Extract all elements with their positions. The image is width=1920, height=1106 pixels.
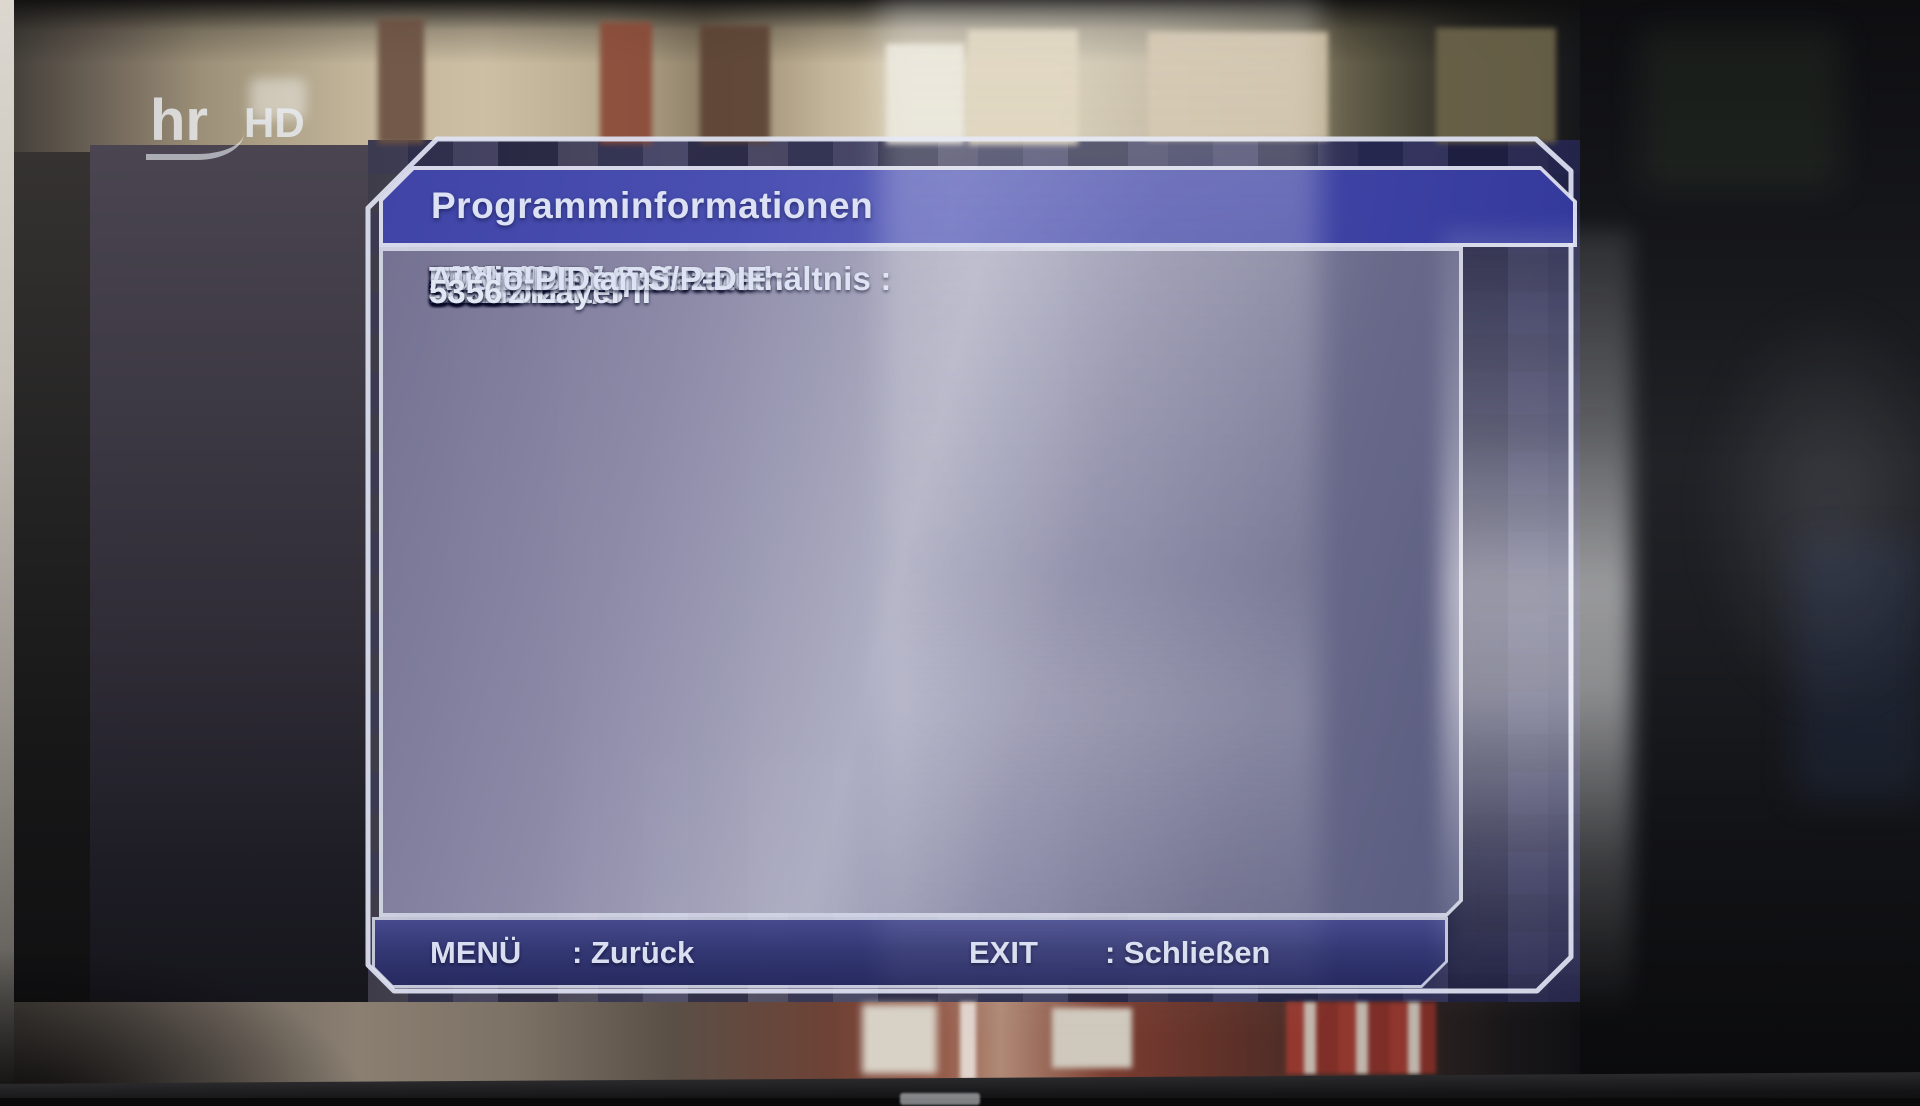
row-value: Stereo [429,273,532,310]
video-macroblock [1436,28,1556,143]
video-macroblock [378,18,424,144]
row-label: Modus : [429,260,557,297]
dialog-title-bar: Programminformationen [379,166,1577,247]
row-value: 10455 kBit/S [429,273,624,310]
footer-hint-menu-action[interactable]: : Zurück [572,934,695,970]
wall-strip [0,0,16,1106]
video-macroblock [960,1002,976,1080]
dialog-body-fill: Video-PID 5351 Bildgröße / Seitenverhält… [383,251,1459,913]
video-macroblock [600,22,652,144]
corner-shadow [0,950,360,1106]
row-value: 5351 [429,273,503,310]
video-macroblock [1052,1008,1132,1068]
row-label: TTX PID [429,260,557,297]
row-label: Gemessene Bit-Rate : [429,260,775,297]
row-label: Max. Bit-Rate : [429,260,662,297]
row-value: MPEG Layer II [429,273,651,310]
video-macroblock [968,30,1078,145]
glare-band-right [1442,230,1632,1020]
row-value: 48kHz [429,273,525,310]
hd-badge: HD [244,99,305,146]
dialog-footer-bar: MENÜ : Zurück EXIT : Schließen [372,917,1448,988]
row-label: Audioformat : [429,260,648,297]
glare-blue-patch [1795,540,1920,800]
row-value: H.264 [429,273,518,310]
row-value: 1280x720 [429,273,576,310]
footer-hint-menu-key[interactable]: MENÜ [430,934,522,970]
video-macroblock [700,25,770,143]
footer-hint-exit-action[interactable]: : Schließen [1105,935,1270,971]
dialog-title-bar-fill: Programminformationen [383,170,1573,243]
video-macroblock [1148,32,1328,140]
glare-green-patch [1640,30,1840,190]
row-label: Sample-Frequenz : [429,260,728,297]
footer-hint-exit-key[interactable]: EXIT [969,935,1038,971]
hr-logo-arc [146,124,244,160]
row-label: Frame Rate : [429,260,632,297]
row-label: Bildgröße / Seitenverhältnis : [429,260,892,297]
row-value: 5351 [429,273,503,310]
row-label: Audio-PID [429,260,591,297]
video-macroblock [862,1004,937,1074]
info-rows: Video-PID 5351 Bildgröße / Seitenverhält… [383,251,1459,913]
glare-haze-right [1700,300,1920,720]
dialog-footer-fill: MENÜ : Zurück EXIT : Schließen [375,920,1445,985]
row-label: Kompressionsformat : [429,260,786,297]
row-label: Audio-PID an S/P-DIF [429,260,767,297]
video-macroblock [886,44,964,144]
row-value: 5356 [429,273,503,310]
row-value-2: 16:9 [429,273,496,310]
dialog-body-panel: Video-PID 5351 Bildgröße / Seitenverhält… [379,247,1463,917]
row-value: 50 Hz [429,273,516,310]
dialog-title: Programminformationen [431,184,874,226]
row-value: 5352 [429,273,503,310]
row-value: 10448 kBit/S [429,273,624,310]
video-left-band [90,145,370,1080]
row-value: 5354 [429,273,503,310]
screen-left-edge [14,0,92,1106]
glare-band-center [880,0,1320,1040]
video-macroblock [1286,1002,1436,1074]
tv-brand-logo [900,1093,980,1105]
logo-glare [250,78,306,120]
video-right-band [1580,0,1920,1106]
row-label: PCR PID [429,260,565,297]
row-label: Video-PID [429,260,587,297]
